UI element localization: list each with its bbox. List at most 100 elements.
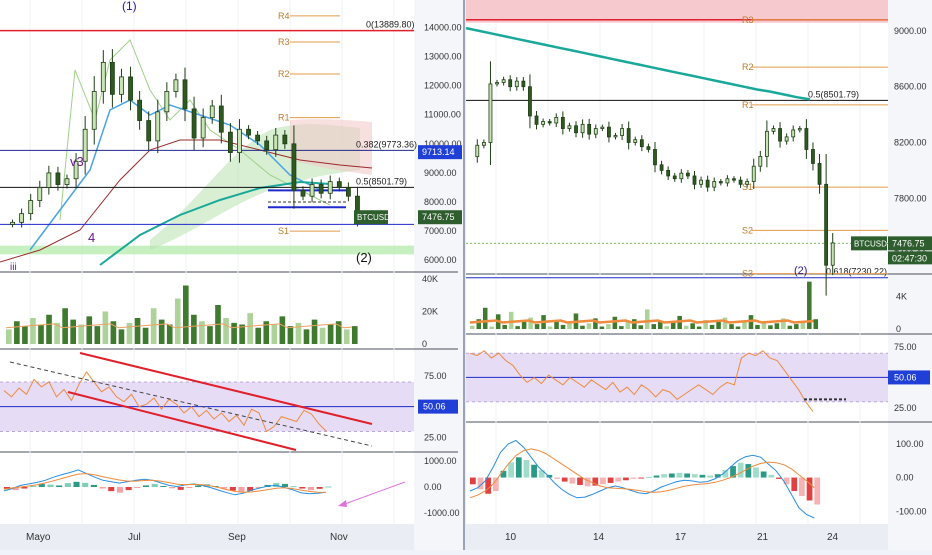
right-macd-histogram-bar [577,477,583,485]
right-candle [686,172,690,177]
right-candle [534,115,539,125]
left-rsi-channel-upper [79,352,373,425]
left-candle [73,160,79,180]
right-macd-histogram-bar [600,477,606,485]
left-volume-bar [319,327,326,344]
right-volume-bar [794,324,799,329]
left-price-tick-label: 11000.00 [424,110,461,120]
right-candle [528,86,532,117]
right-volume-bar [787,325,793,329]
right-volume-tick-label: 4K [896,291,907,301]
left-macd-histogram-bar [4,487,11,490]
right-macd-histogram-bar [554,477,560,479]
right-volume-bar [560,324,566,329]
right-macd-histogram-bar [783,477,790,485]
left-rsi-tick-label: 25.00 [424,433,447,443]
left-macd-histogram-bar [125,487,132,491]
right-macd-histogram-bar [714,474,721,478]
right-volume-bar [638,325,644,329]
left-rsi-value-box [418,399,458,414]
right-countdown-box [888,251,932,265]
right-top-zone [466,0,888,23]
right-x-tick-label: 14 [593,532,605,543]
right-plot-background [466,0,888,524]
left-volume-bar [6,329,12,344]
left-candle [100,61,106,92]
right-volume-bar [619,326,624,329]
left-candle [37,187,43,201]
left-volume-bar [150,308,157,344]
right-x-tick-label: 21 [757,532,769,543]
right-macd-histogram-bar [799,477,805,497]
right-candle [560,116,565,129]
right-rsi-line [469,350,814,412]
left-candle [28,200,34,215]
left-macd-histogram-bar [73,481,80,487]
left-macd-histogram-bar [12,487,19,491]
right-macd-histogram-bar [768,474,775,478]
left-volume-bar [327,324,334,344]
left-volume-bar [110,321,117,344]
left-annotation-arrowhead [338,500,347,507]
right-macd-histogram-bar [615,477,622,482]
right-rsi-value-label: 50.06 [894,372,917,382]
left-volume-bar [191,314,197,344]
right-countdown-label: 02:47:30 [892,253,927,263]
right-price-tick-label: 7800.00 [894,193,927,203]
right-macd-histogram-bar [814,477,821,505]
right-macd-histogram-bar [546,474,553,478]
right-candle [732,178,736,181]
right-candle [699,179,703,185]
right-candle [751,165,756,182]
right-volume-bar [625,321,631,329]
left-volume-bar [94,326,101,344]
right-macd-histogram-bar [561,477,568,482]
right-fib-level-label: 0.5(8501.79) [808,89,859,99]
left-pivot-label: S1 [278,226,289,236]
right-candle [600,126,605,129]
right-symbol-tag: BTCUSD [854,239,887,248]
left-price-tag-label: 7476.75 [422,212,455,222]
right-pivot-label: S3 [742,269,753,279]
left-volume-bar [174,298,181,344]
left-macd-histogram-bar [82,482,89,487]
right-macd-histogram-bar [607,477,614,483]
left-macd-histogram-bar [307,487,315,491]
left-macd-histogram-bar [325,486,332,488]
left-macd-histogram-bar [142,485,150,487]
right-volume-bar [722,317,728,329]
right-volume-bar [528,317,533,329]
left-macd-histogram-bar [21,487,28,489]
left-price-tick-label: 12000.00 [424,81,462,91]
right-macd-tick-label: 0.00 [896,473,914,483]
left-price-tick-label: 14000.00 [424,22,462,32]
right-macd-histogram-bar [584,477,591,487]
left-symbol-tag-box [354,210,388,225]
right-macd-histogram-bar [492,477,499,492]
left-volume-bar [295,322,302,344]
left-volume-bar [14,321,20,344]
right-candle [593,128,598,135]
left-pivot-label: R1 [278,113,290,123]
right-rsi-value-box [888,370,930,385]
right-volume-bar [606,324,611,329]
right-volume-bar [534,324,540,329]
right-volume-bar [781,318,786,329]
left-support-zone [0,245,414,255]
right-candle [580,123,585,134]
right-volume-bar [690,323,695,329]
right-candle [791,129,796,138]
left-fib-level-label: 0.382(9773.36) [356,139,417,149]
right-candle [659,164,664,171]
right-volume-bar [567,322,572,329]
left-volume-bar [86,316,93,344]
left-price-tick-label: 9000.00 [424,168,457,178]
left-candle [282,134,288,145]
left-candle [128,76,133,101]
left-rsi-line [3,371,327,433]
right-candle [725,178,730,184]
left-candle [300,189,306,197]
left-candle [64,178,70,185]
left-macd-histogram-bar [151,483,158,487]
left-x-tick-label: Mayo [26,532,51,543]
